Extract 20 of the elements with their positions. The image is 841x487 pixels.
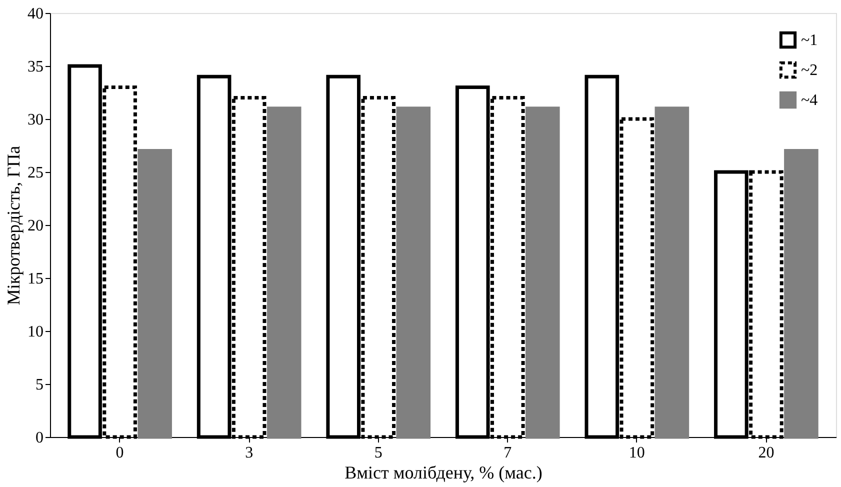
x-tick-label: 10 <box>628 444 645 462</box>
y-tick-label: 10 <box>28 324 44 340</box>
y-tick-label: 25 <box>28 164 44 182</box>
y-tick-label: 35 <box>28 58 44 76</box>
y-tick-label: 30 <box>28 112 44 128</box>
x-axis-title: Вміст молібдену, % (мас.) <box>344 462 542 482</box>
legend-label: ~1 <box>801 32 818 49</box>
legend-label: ~4 <box>801 92 818 109</box>
y-tick-label: 40 <box>28 6 44 22</box>
y-tick-label: 5 <box>36 376 44 394</box>
y-tick-label: 0 <box>36 430 44 446</box>
y-tick-label: 15 <box>28 270 44 288</box>
x-tick-label: 20 <box>758 444 774 462</box>
y-axis-title: Мікротвердість, ГПа <box>4 146 24 306</box>
legend-label: ~2 <box>801 62 818 79</box>
x-tick-label: 5 <box>374 444 382 462</box>
y-tick-label: 20 <box>28 218 44 234</box>
x-tick-label: 0 <box>116 444 124 462</box>
x-tick-label: 7 <box>504 444 512 462</box>
x-tick-label: 3 <box>245 444 254 462</box>
